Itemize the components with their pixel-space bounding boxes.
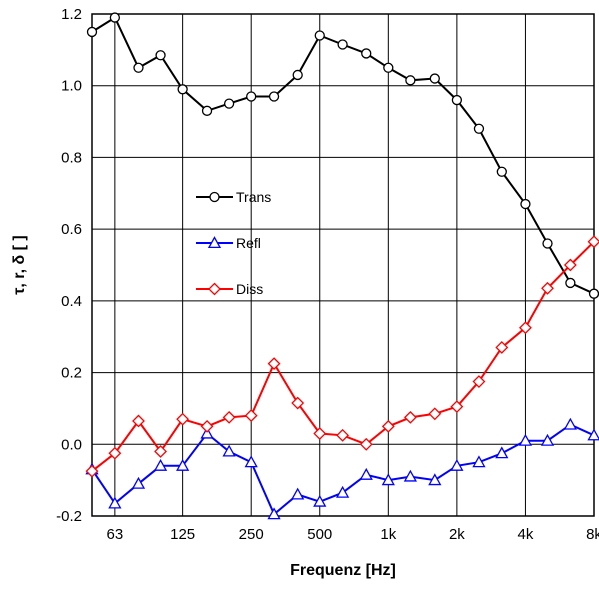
- data-point-trans: [338, 40, 347, 49]
- data-point-trans: [497, 167, 506, 176]
- data-point-trans: [203, 106, 212, 115]
- y-tick-label: 0.8: [61, 149, 82, 166]
- data-point-trans: [134, 63, 143, 72]
- data-point-trans: [270, 92, 279, 101]
- data-point-trans: [474, 124, 483, 133]
- data-point-trans: [452, 96, 461, 105]
- data-point-trans: [543, 239, 552, 248]
- x-tick-label: 8k: [586, 526, 599, 543]
- data-point-trans: [315, 31, 324, 40]
- data-point-trans: [406, 76, 415, 85]
- legend-label-refl: Refl: [236, 235, 261, 251]
- data-point-trans: [88, 27, 97, 36]
- data-point-trans: [590, 289, 599, 298]
- x-tick-label: 2k: [449, 526, 465, 543]
- y-tick-label: 1.2: [61, 6, 82, 23]
- data-point-trans: [430, 74, 439, 83]
- y-tick-label: -0.2: [56, 508, 82, 525]
- y-tick-label: 0.4: [61, 293, 82, 310]
- data-point-trans: [110, 13, 119, 22]
- x-tick-label: 500: [307, 526, 332, 543]
- data-point-trans: [521, 200, 530, 209]
- x-tick-label: 63: [107, 526, 124, 543]
- x-tick-label: 1k: [380, 526, 396, 543]
- data-point-trans: [178, 85, 187, 94]
- data-point-trans: [247, 92, 256, 101]
- x-axis-title: Frequenz [Hz]: [290, 562, 396, 579]
- x-tick-label: 250: [239, 526, 264, 543]
- y-tick-label: 0.2: [61, 365, 82, 382]
- data-point-trans: [566, 278, 575, 287]
- legend-label-diss: Diss: [236, 281, 263, 297]
- data-point-trans: [225, 99, 234, 108]
- y-axis-title: τ, r, δ [ ]: [11, 235, 28, 295]
- y-tick-label: 1.0: [61, 78, 82, 95]
- legend-label-trans: Trans: [236, 189, 271, 205]
- x-tick-label: 4k: [518, 526, 534, 543]
- y-tick-label: 0.0: [61, 436, 82, 453]
- legend-marker-trans: [210, 193, 219, 202]
- data-point-trans: [156, 51, 165, 60]
- data-point-trans: [362, 49, 371, 58]
- data-point-trans: [293, 70, 302, 79]
- y-tick-label: 0.6: [61, 221, 82, 238]
- x-tick-label: 125: [170, 526, 195, 543]
- data-point-trans: [384, 63, 393, 72]
